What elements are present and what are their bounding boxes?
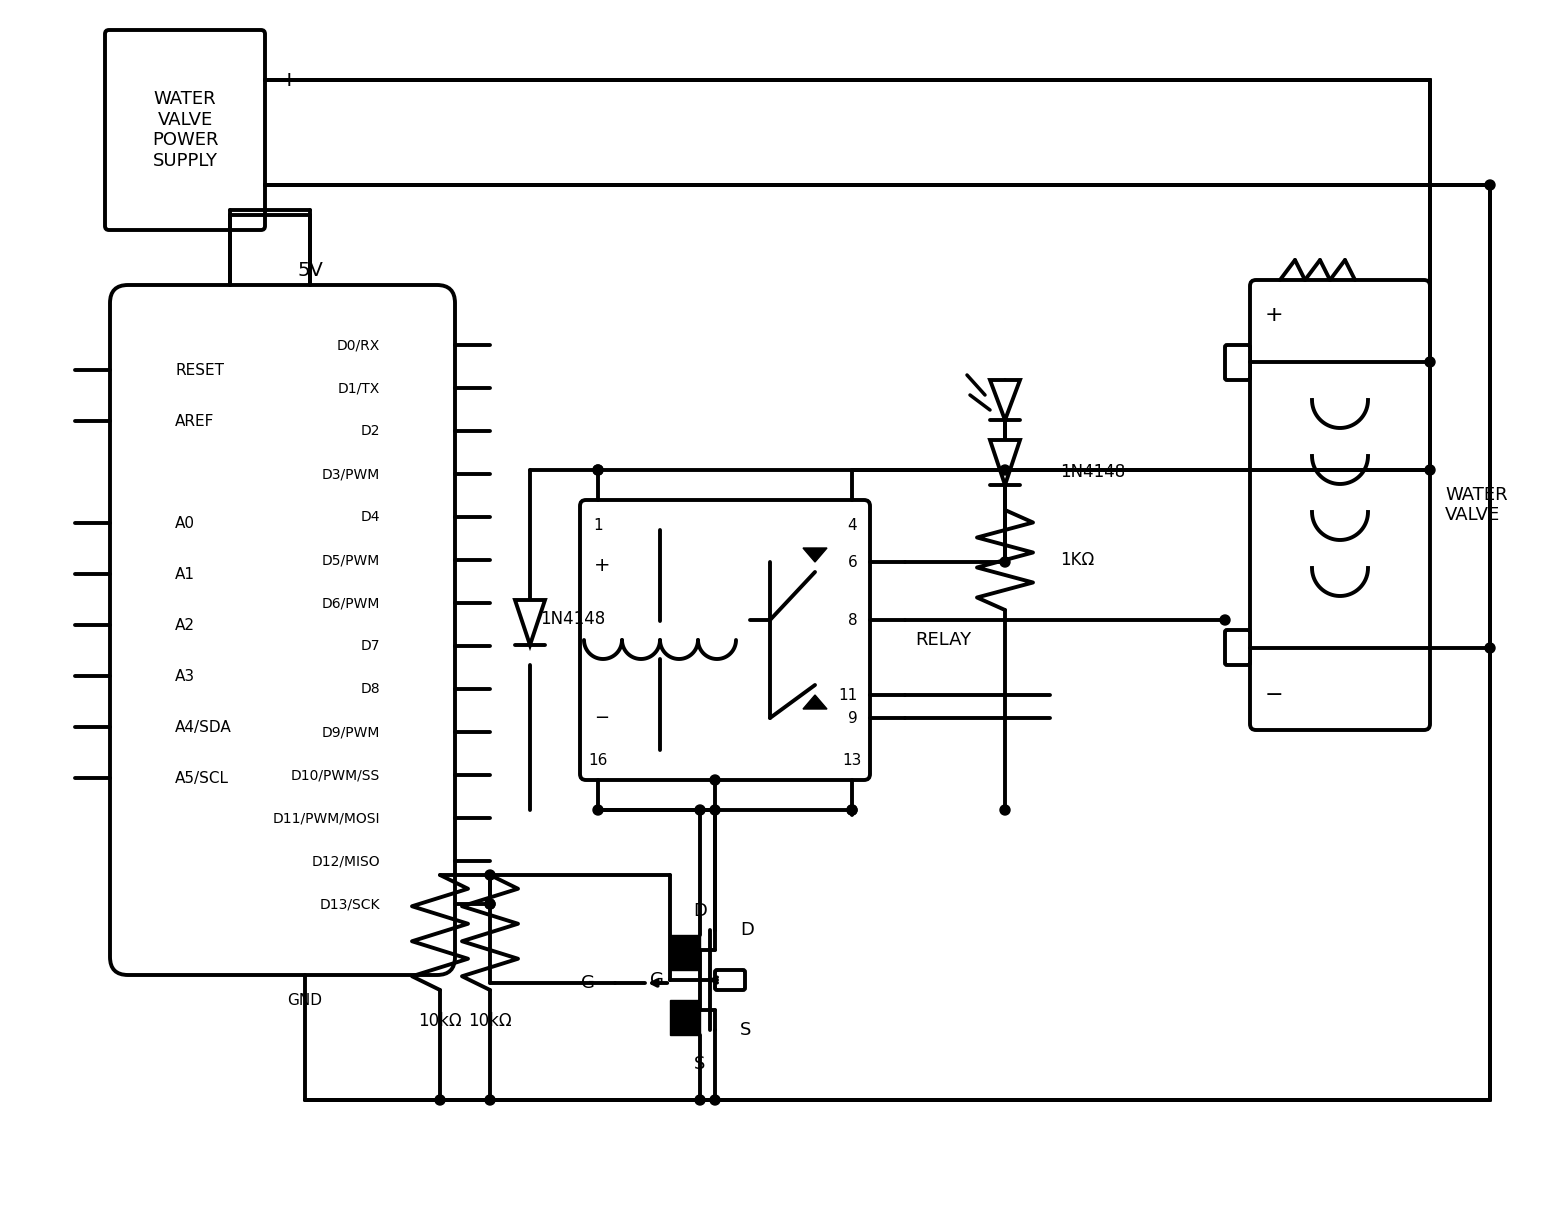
Text: 16: 16	[588, 753, 607, 767]
Text: D: D	[693, 902, 707, 920]
Text: A0: A0	[175, 515, 196, 530]
Polygon shape	[515, 600, 545, 645]
Circle shape	[435, 1095, 444, 1105]
Circle shape	[1000, 465, 1009, 475]
Circle shape	[847, 805, 858, 815]
Circle shape	[485, 898, 495, 909]
Circle shape	[1485, 180, 1495, 190]
Text: G: G	[581, 974, 595, 991]
Text: +: +	[280, 70, 299, 91]
Text: D7: D7	[360, 639, 380, 652]
Text: 1N4148: 1N4148	[540, 610, 606, 628]
Circle shape	[593, 465, 603, 475]
Text: S: S	[695, 1055, 706, 1073]
Text: WATER
VALVE: WATER VALVE	[1444, 486, 1507, 524]
Text: D12/MISO: D12/MISO	[311, 854, 380, 868]
Circle shape	[1000, 557, 1009, 567]
Circle shape	[1426, 357, 1435, 367]
Text: 1KΩ: 1KΩ	[1060, 551, 1094, 569]
FancyBboxPatch shape	[1225, 345, 1250, 379]
Circle shape	[1485, 643, 1495, 652]
Text: D5/PWM: D5/PWM	[322, 553, 380, 567]
Text: 8: 8	[848, 612, 858, 628]
Circle shape	[847, 805, 858, 815]
Text: D10/PWM/SS: D10/PWM/SS	[291, 767, 380, 782]
Circle shape	[593, 805, 603, 815]
Text: 1N4148: 1N4148	[1060, 463, 1125, 481]
Text: D9/PWM: D9/PWM	[322, 725, 380, 739]
Polygon shape	[803, 695, 826, 709]
Circle shape	[1000, 805, 1009, 815]
Circle shape	[711, 805, 720, 815]
Text: A1: A1	[175, 567, 196, 581]
Polygon shape	[991, 439, 1020, 485]
Text: D8: D8	[360, 682, 380, 696]
Circle shape	[1221, 614, 1230, 625]
Circle shape	[1426, 465, 1435, 475]
Text: 6: 6	[848, 554, 858, 569]
Text: D13/SCK: D13/SCK	[319, 897, 380, 911]
FancyBboxPatch shape	[715, 969, 745, 990]
Text: A3: A3	[175, 668, 196, 683]
FancyBboxPatch shape	[581, 499, 870, 780]
Text: G: G	[649, 971, 664, 989]
Text: 11: 11	[839, 688, 858, 703]
Text: WATER
VALVE
POWER
SUPPLY: WATER VALVE POWER SUPPLY	[152, 89, 218, 170]
Text: +: +	[1265, 305, 1283, 326]
Text: D11/PWM/MOSI: D11/PWM/MOSI	[272, 812, 380, 825]
Text: D1/TX: D1/TX	[338, 381, 380, 395]
Circle shape	[711, 775, 720, 785]
Bar	[670, 1000, 700, 1036]
Text: 9: 9	[848, 710, 858, 726]
FancyBboxPatch shape	[1250, 280, 1430, 730]
Text: A2: A2	[175, 617, 196, 633]
Polygon shape	[803, 548, 826, 562]
Text: −: −	[280, 175, 299, 195]
Text: D4: D4	[360, 510, 380, 524]
Text: 4: 4	[847, 518, 856, 532]
Circle shape	[711, 1095, 720, 1105]
Circle shape	[485, 1095, 495, 1105]
Text: 13: 13	[842, 753, 862, 767]
Text: D3/PWM: D3/PWM	[322, 468, 380, 481]
FancyBboxPatch shape	[105, 31, 264, 230]
Text: 10kΩ: 10kΩ	[418, 1012, 462, 1031]
Text: A5/SCL: A5/SCL	[175, 770, 228, 786]
Text: 5V: 5V	[297, 261, 322, 279]
Text: D: D	[740, 920, 754, 939]
Text: A4/SDA: A4/SDA	[175, 720, 232, 734]
Bar	[670, 935, 700, 969]
FancyBboxPatch shape	[1225, 630, 1250, 665]
Text: GND: GND	[288, 993, 322, 1007]
Text: D6/PWM: D6/PWM	[322, 596, 380, 610]
Text: 10kΩ: 10kΩ	[468, 1012, 512, 1031]
Text: +: +	[593, 556, 610, 574]
Circle shape	[485, 870, 495, 880]
Text: D2: D2	[360, 424, 380, 438]
Text: −: −	[1265, 685, 1283, 705]
Circle shape	[695, 805, 704, 815]
Polygon shape	[991, 379, 1020, 420]
Text: −: −	[595, 709, 609, 727]
Circle shape	[593, 465, 603, 475]
Text: RESET: RESET	[175, 362, 224, 377]
Text: AREF: AREF	[175, 414, 214, 428]
Circle shape	[485, 898, 495, 909]
Circle shape	[695, 1095, 704, 1105]
Text: 1: 1	[593, 518, 603, 532]
Text: RELAY: RELAY	[916, 632, 972, 649]
Text: D0/RX: D0/RX	[336, 338, 380, 353]
Text: S: S	[740, 1021, 751, 1039]
FancyBboxPatch shape	[110, 285, 455, 976]
